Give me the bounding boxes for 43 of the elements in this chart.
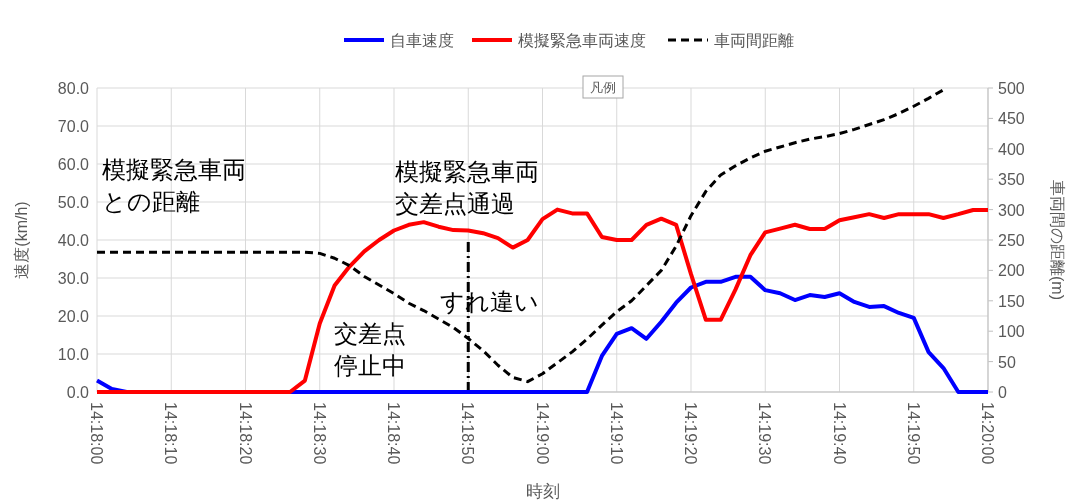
y-tick-label: 40.0 bbox=[57, 232, 90, 249]
y2-tick-label: 250 bbox=[998, 232, 1025, 249]
y2-tick-label: 400 bbox=[998, 140, 1025, 158]
y-tick-label: 0.0 bbox=[66, 384, 90, 401]
y-tick-label: 50.0 bbox=[57, 194, 90, 211]
y-tick-label: 30.0 bbox=[57, 270, 90, 287]
x-tick-label: 14:19:20 bbox=[682, 402, 699, 465]
y2-tick-label: 50 bbox=[998, 353, 1016, 371]
x-tick-label: 14:18:40 bbox=[385, 402, 402, 465]
annotation: 模擬緊急車両との距離 bbox=[102, 156, 246, 216]
x-tick-label: 14:19:10 bbox=[607, 402, 625, 465]
y-tick-label: 60.0 bbox=[57, 156, 90, 173]
y2-tick-label: 200 bbox=[998, 262, 1025, 280]
y2-axis-title: 車両間の距離(m) bbox=[1049, 180, 1066, 300]
y2-tick-label: 0 bbox=[998, 384, 1007, 401]
x-tick-label: 14:19:00 bbox=[533, 402, 551, 465]
legend-label: 模擬緊急車両速度 bbox=[518, 32, 646, 49]
x-tick-label: 14:20:00 bbox=[979, 402, 996, 465]
x-tick-label: 14:19:50 bbox=[904, 402, 922, 465]
x-tick-label: 14:18:30 bbox=[310, 402, 328, 465]
y2-tick-label: 300 bbox=[998, 201, 1025, 219]
y-tick-label: 80.0 bbox=[57, 80, 90, 97]
y-axis-title: 速度(km/h) bbox=[13, 201, 30, 279]
y2-tick-label: 350 bbox=[998, 171, 1025, 189]
annotation: 模擬緊急車両交差点通過 bbox=[395, 158, 539, 218]
annotation: 交差点停止中 bbox=[334, 320, 406, 380]
legend-label: 車両間距離 bbox=[714, 32, 794, 49]
x-tick-label: 14:18:10 bbox=[162, 402, 180, 465]
y-tick-label: 20.0 bbox=[57, 308, 90, 325]
y-tick-label: 10.0 bbox=[57, 346, 90, 363]
legend-label: 自車速度 bbox=[390, 32, 454, 49]
x-tick-label: 14:18:20 bbox=[236, 402, 254, 465]
x-axis-title: 時刻 bbox=[525, 482, 560, 501]
x-tick-label: 14:18:00 bbox=[88, 402, 105, 465]
y2-tick-label: 100 bbox=[998, 323, 1025, 341]
x-tick-label: 14:19:30 bbox=[756, 402, 774, 465]
y2-tick-label: 450 bbox=[998, 110, 1025, 128]
y2-tick-label: 150 bbox=[998, 292, 1025, 310]
x-tick-label: 14:18:50 bbox=[459, 402, 477, 465]
x-tick-label: 14:19:40 bbox=[830, 402, 848, 465]
annotation: 凡例 bbox=[590, 80, 616, 95]
y-tick-label: 70.0 bbox=[57, 118, 90, 135]
y2-tick-label: 500 bbox=[998, 80, 1025, 97]
